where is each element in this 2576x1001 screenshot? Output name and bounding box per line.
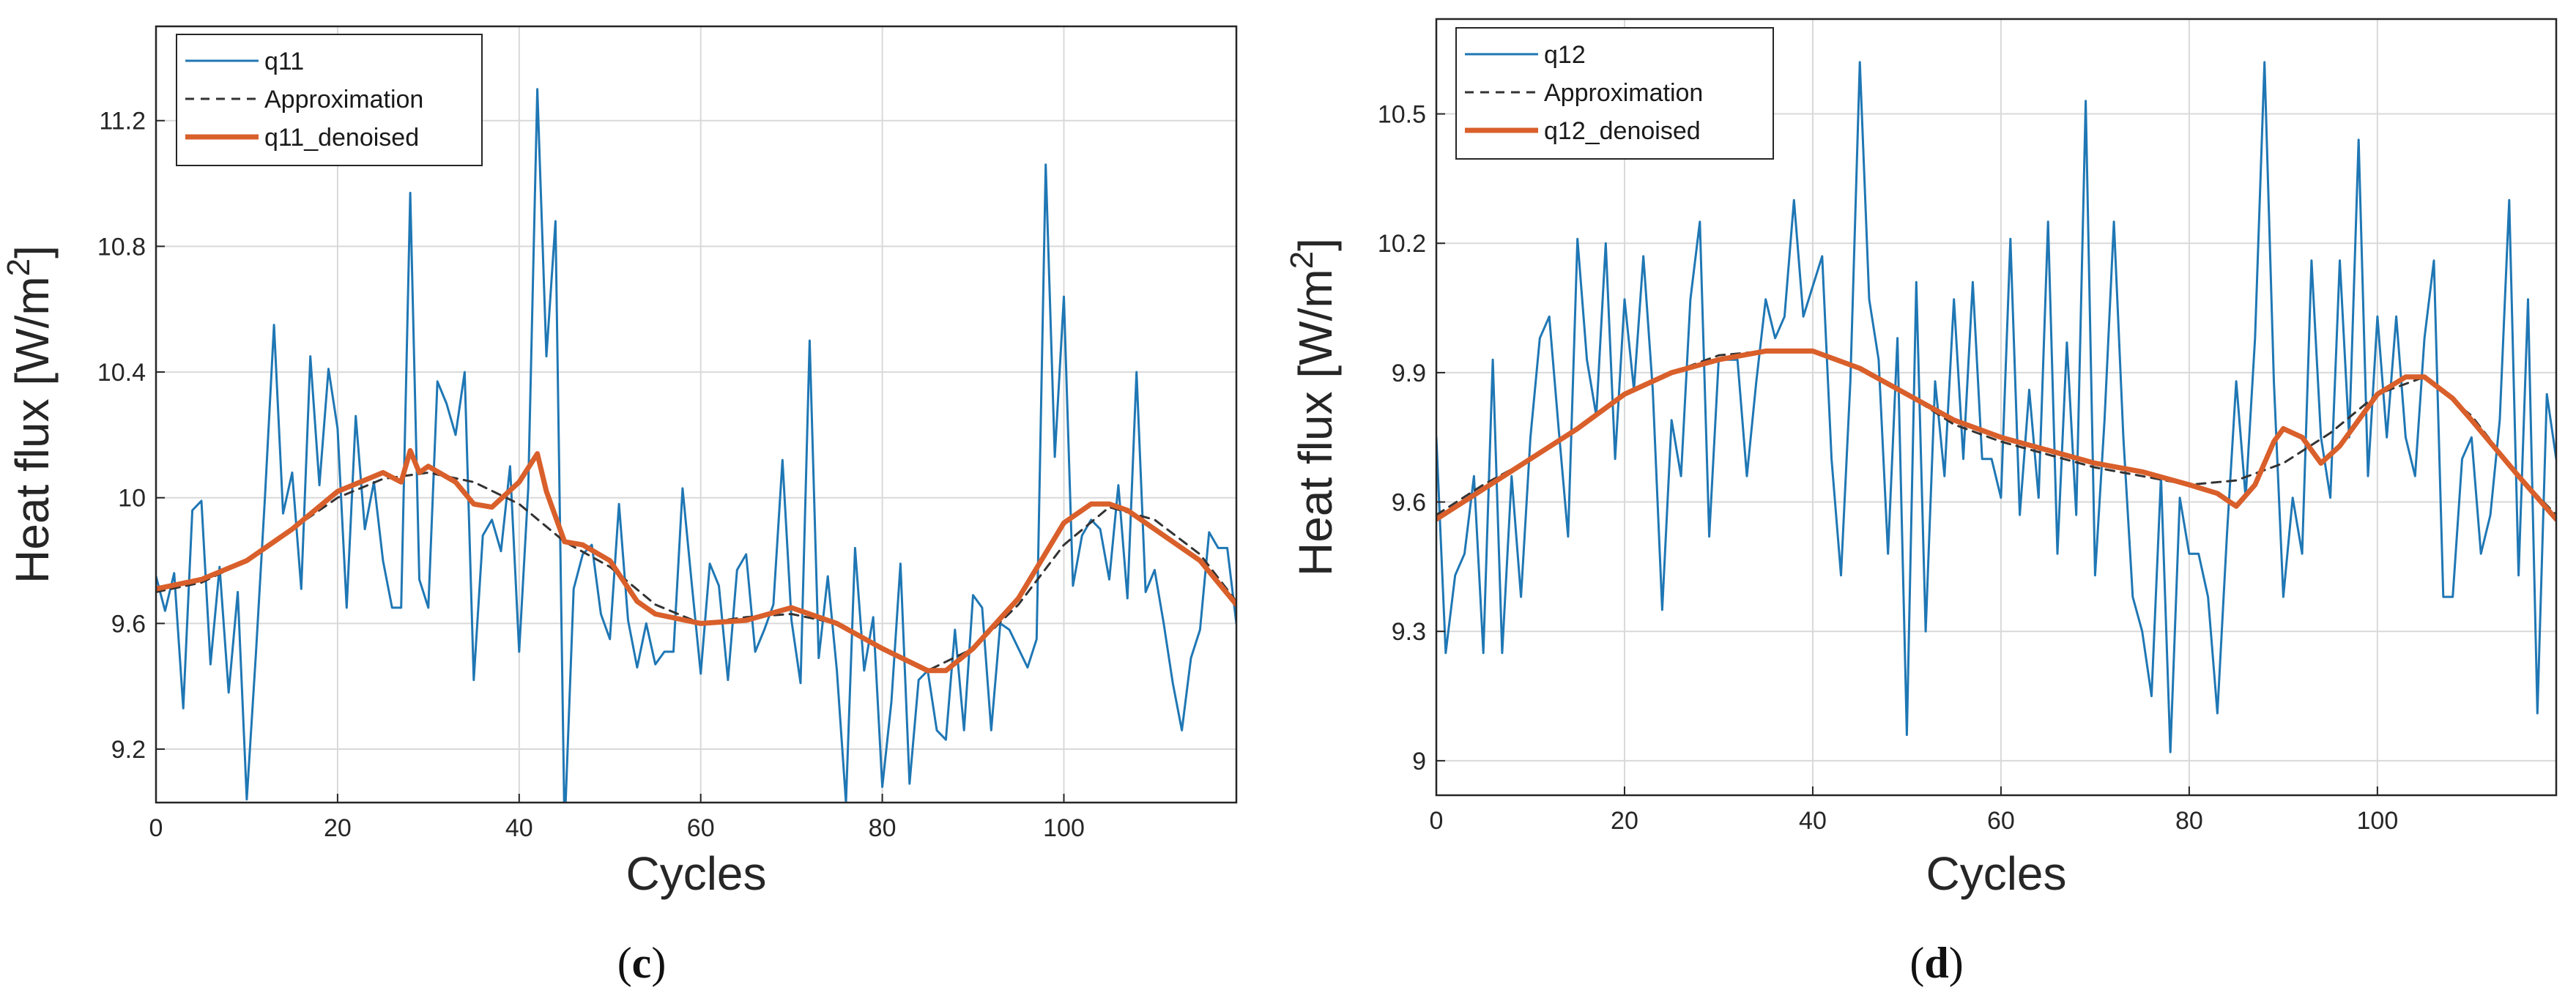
chart-c-legend: q11 Approximation q11_denoised [176, 34, 483, 166]
chart-d-legend-label: q12_denoised [1544, 117, 1701, 145]
chart-d-y-tick-label: 10.5 [1378, 101, 1426, 129]
chart-panel-d: 0 20 40 60 80 100 9 9.3 9.6 9.9 10.2 10.5 Cycles Heat… [1284, 18, 2558, 987]
chart-d-y-tick-label: 9 [1412, 748, 1426, 775]
chart-c-x-tick-label: 40 [505, 814, 533, 842]
chart-c-series-q11-denoised [156, 447, 1236, 674]
chart-d-legend-box [1455, 27, 1774, 160]
chart-c-x-axis-title: Cycles [626, 847, 766, 900]
chart-d-x-tick-label: 40 [1799, 807, 1827, 835]
chart-d-series-q12-denoised [1436, 348, 2556, 522]
chart-d-axes-frame [1435, 18, 2558, 797]
chart-d-x-tick-label: 60 [1987, 807, 2015, 835]
chart-c-x-tick-label: 80 [869, 814, 897, 842]
chart-d-x-tick-label: 0 [1430, 807, 1444, 835]
chart-c-y-tick-label: 9.6 [111, 610, 146, 638]
chart-c-axes-frame [155, 25, 1238, 804]
chart-c-legend-label: q11_denoised [264, 124, 419, 152]
chart-c-series-q11 [156, 88, 1236, 803]
chart-c-legend-label: Approximation [264, 86, 423, 114]
chart-d-y-tick-label: 9.6 [1392, 489, 1426, 517]
chart-c-legend-label: q11 [264, 48, 304, 75]
chart-c-y-tick-label: 10.8 [97, 233, 146, 261]
chart-c-x-tick-label: 100 [1043, 814, 1085, 842]
chart-c-y-tick-label: 9.2 [111, 736, 146, 764]
chart-d-x-axis-title: Cycles [1926, 847, 2066, 900]
chart-d-panel-label: (d) [1909, 939, 1963, 987]
chart-d-legend-label: q12 [1544, 41, 1586, 69]
chart-d-x-tick-label: 100 [2357, 807, 2399, 835]
chart-d-series-group [1436, 61, 2556, 753]
chart-c-series-group [156, 88, 1236, 803]
chart-c-y-tick-label: 10 [118, 485, 146, 513]
chart-d-legend-label: Approximation [1544, 79, 1703, 107]
chart-d-y-tick-label: 10.2 [1378, 230, 1426, 258]
chart-c-x-tick-label: 20 [324, 814, 352, 842]
chart-d-series-q12 [1436, 61, 2556, 753]
chart-c-y-axis-title: Heat flux [W/m2] [1, 245, 59, 584]
chart-c-y-tick-label: 11.2 [99, 108, 146, 135]
chart-c-x-tick-label: 60 [687, 814, 715, 842]
chart-d-y-tick-label: 9.9 [1392, 360, 1426, 387]
chart-d-y-axis-title: Heat flux [W/m2] [1284, 238, 1342, 576]
chart-c-x-tick-label: 0 [149, 814, 163, 842]
chart-d-x-tick-label: 80 [2175, 807, 2203, 835]
chart-c-panel-label: (c) [617, 939, 667, 987]
chart-c-y-tick-label: 10.4 [97, 359, 146, 387]
chart-d-x-tick-label: 20 [1611, 807, 1638, 835]
chart-d-y-tick-label: 9.3 [1392, 618, 1426, 646]
chart-c-legend-box [176, 34, 483, 166]
chart-panel-c: 0 20 40 60 80 100 9.2 9.6 10 10.4 10.8 11.2 Cycles He… [1, 25, 1238, 987]
chart-d-legend: q12 Approximation q12_denoised [1455, 27, 1774, 160]
